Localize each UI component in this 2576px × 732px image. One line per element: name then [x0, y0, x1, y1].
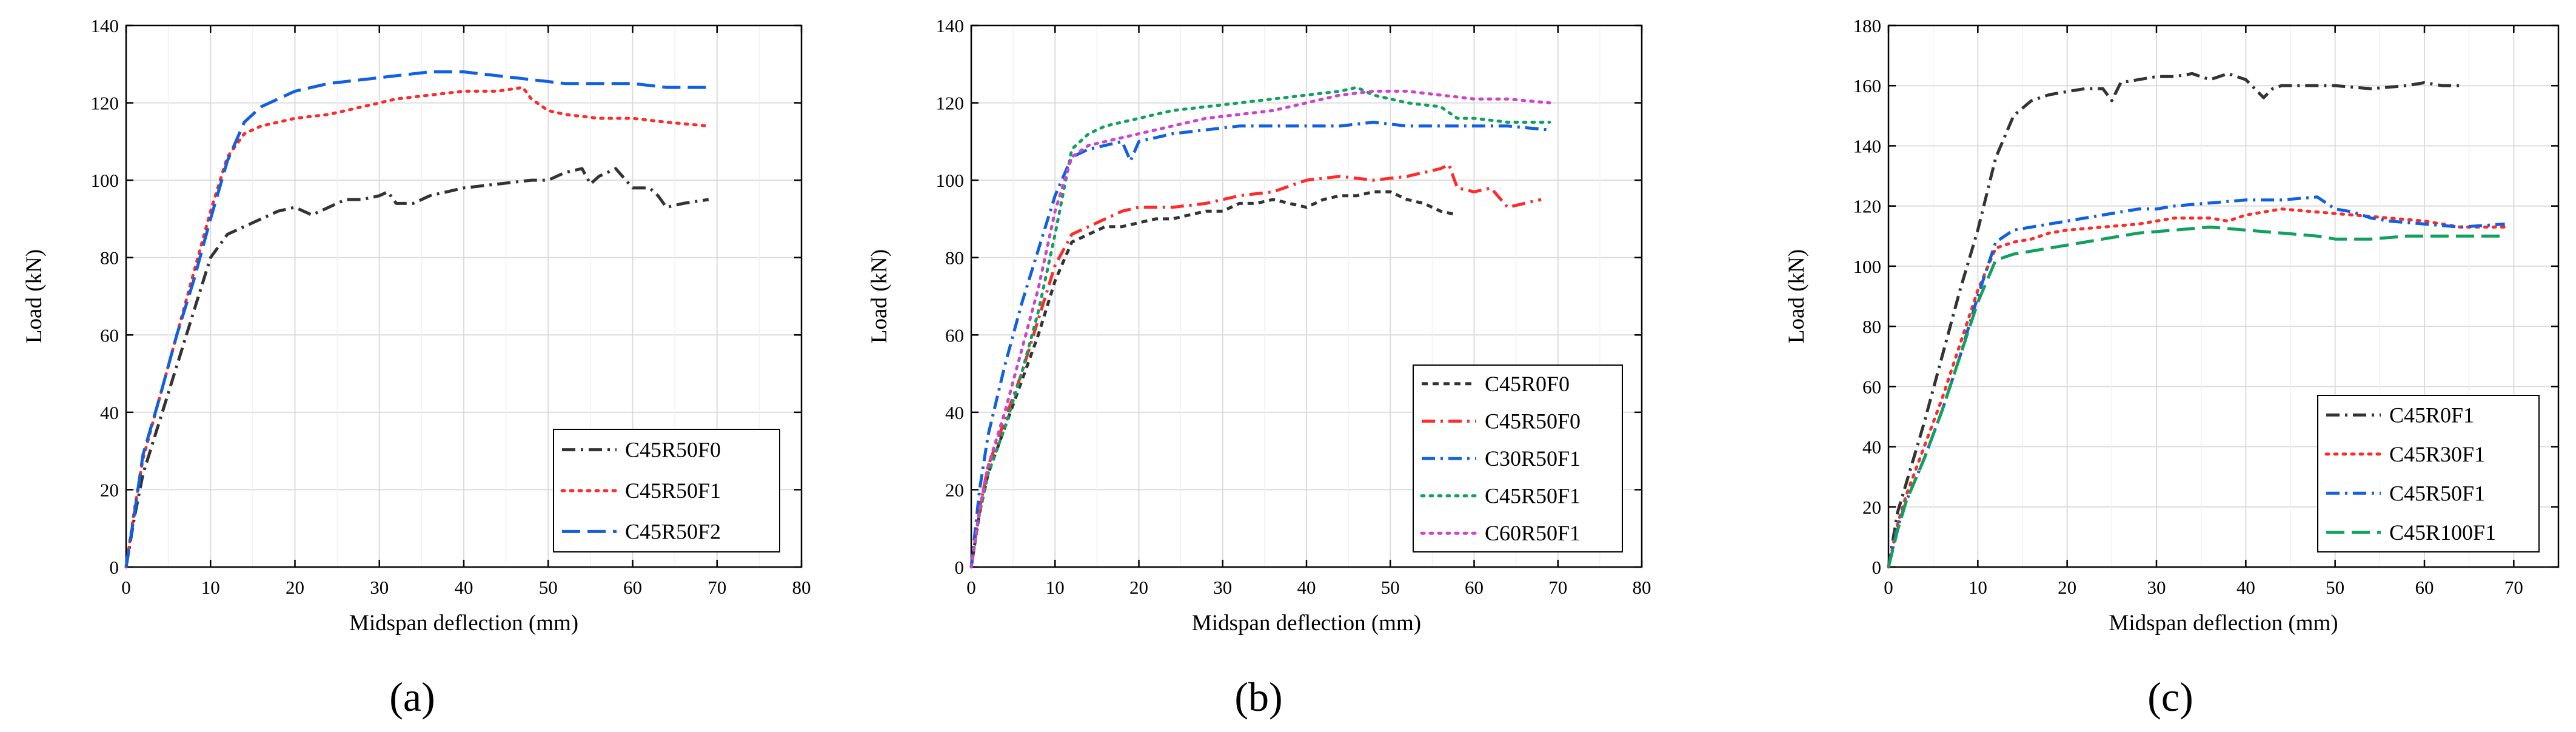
y-tick-label: 80	[945, 247, 964, 269]
legend-entry: C60R50F1	[1485, 521, 1581, 545]
y-tick-label: 80	[1862, 316, 1881, 337]
legend-box	[1413, 364, 1623, 552]
x-tick-label: 40	[1297, 577, 1316, 598]
legend-entry: C45R0F1	[2389, 403, 2474, 427]
x-tick-label: 30	[370, 577, 389, 598]
series-line-C45R30F1	[1887, 207, 2507, 569]
y-tick-label: 0	[110, 557, 119, 578]
x-tick-label: 10	[201, 577, 220, 598]
x-tick-label: 80	[792, 577, 811, 598]
legend-entry: C45R50F1	[625, 478, 721, 503]
panel-b: 0 10 20 30 40 50 60 70 80 0 20 40 60 80 100 120 140 Midsp…	[867, 15, 1651, 636]
y-tick-label: 60	[1862, 376, 1881, 397]
series-line-C45R50F0	[124, 167, 709, 568]
series-line-C45R0F1	[1887, 72, 2460, 568]
legend-entry: C45R50F0	[625, 438, 721, 462]
panel-c: 0 10 20 30 40 50 60 70 0 20 40 60 80 100 120 140 160 180 M…	[1784, 15, 2560, 636]
x-tick-label: 10	[1969, 577, 1987, 598]
y-tick-label: 0	[955, 557, 965, 578]
y-axis-title: Load (kN)	[867, 249, 892, 343]
x-tick-label: 0	[966, 577, 976, 598]
x-tick-label: 0	[121, 577, 131, 598]
x-tick-label: 70	[708, 577, 726, 598]
panel-label-c: (c)	[2147, 674, 2193, 720]
legend-entry: C30R50F1	[1485, 446, 1581, 471]
y-axis-title: Load (kN)	[22, 249, 47, 343]
x-tick-label: 0	[1884, 577, 1893, 598]
y-tick-label: 60	[100, 324, 119, 346]
x-tick-label: 30	[2147, 577, 2166, 598]
legend-entry: C45R50F2	[625, 519, 721, 543]
series-line-C45R50F1	[1887, 195, 2505, 568]
x-tick-label: 30	[1213, 577, 1232, 598]
x-tick-label: 70	[2504, 577, 2523, 598]
x-tick-label: 70	[1548, 577, 1567, 598]
y-tick-label: 20	[100, 479, 119, 500]
series-line-C45R50F1	[969, 86, 1551, 569]
x-tick-label: 60	[623, 577, 642, 598]
y-axis-title: Load (kN)	[1784, 249, 1809, 343]
y-tick-label: 160	[1853, 75, 1882, 96]
y-tick-label: 40	[100, 402, 119, 423]
series-line-C45R50F0	[969, 163, 1542, 568]
x-tick-label: 10	[1046, 577, 1065, 598]
legend-entry: C45R50F1	[2389, 481, 2485, 505]
y-tick-label: 80	[100, 247, 119, 269]
y-tick-label: 120	[936, 93, 965, 114]
y-tick-label: 40	[945, 402, 964, 423]
y-tick-label: 140	[936, 15, 965, 36]
x-tick-label: 40	[455, 577, 473, 598]
x-tick-label: 60	[1465, 577, 1484, 598]
x-tick-label: 50	[1381, 577, 1400, 598]
y-tick-label: 40	[1862, 437, 1881, 458]
x-tick-label: 40	[2236, 577, 2255, 598]
x-tick-label: 20	[286, 577, 304, 598]
series-line-C60R50F1	[969, 89, 1551, 569]
x-tick-label: 20	[2058, 577, 2076, 598]
series-line-C30R50F1	[969, 121, 1550, 568]
series-line-C45R100F1	[1887, 225, 2505, 568]
panel-a: 0 10 20 30 40 50 60 70 80 0 20 40 60 80 100 120 140 Midsp…	[22, 15, 811, 636]
x-axis-title: Midspan deflection (mm)	[349, 611, 578, 636]
y-tick-label: 20	[945, 479, 964, 500]
y-tick-label: 140	[91, 15, 119, 36]
y-tick-label: 20	[1862, 497, 1881, 518]
y-tick-label: 100	[936, 170, 965, 191]
legend-entry: C45R100F1	[2389, 520, 2496, 545]
x-tick-label: 60	[2415, 577, 2434, 598]
y-tick-label: 180	[1853, 15, 1882, 36]
legend-entry: C45R50F0	[1485, 409, 1581, 433]
y-tick-label: 120	[1853, 196, 1882, 217]
y-tick-label: 140	[1853, 135, 1882, 156]
legend-entry: C45R30F1	[2389, 442, 2485, 466]
series-line-C45R0F0	[969, 190, 1458, 568]
x-tick-label: 20	[1129, 577, 1148, 598]
panel-label-a: (a)	[389, 674, 435, 720]
legend-box	[2317, 395, 2540, 552]
y-tick-label: 120	[91, 93, 119, 114]
y-tick-label: 100	[91, 170, 119, 191]
x-axis-title: Midspan deflection (mm)	[2109, 611, 2338, 636]
y-tick-label: 0	[1872, 557, 1882, 578]
x-tick-label: 50	[2326, 577, 2344, 598]
plot-frame	[1887, 24, 2560, 568]
legend-entry: C45R50F1	[1485, 484, 1581, 508]
y-tick-label: 100	[1853, 256, 1882, 277]
series-line-C45R50F2	[124, 70, 709, 568]
x-axis-title: Midspan deflection (mm)	[1192, 611, 1421, 636]
y-tick-label: 60	[945, 324, 964, 346]
legend-entry: C45R0F0	[1485, 372, 1570, 396]
series-line-C45R50F1	[124, 86, 711, 569]
panel-label-b: (b)	[1234, 674, 1282, 720]
x-tick-label: 50	[539, 577, 558, 598]
x-tick-label: 80	[1633, 577, 1651, 598]
